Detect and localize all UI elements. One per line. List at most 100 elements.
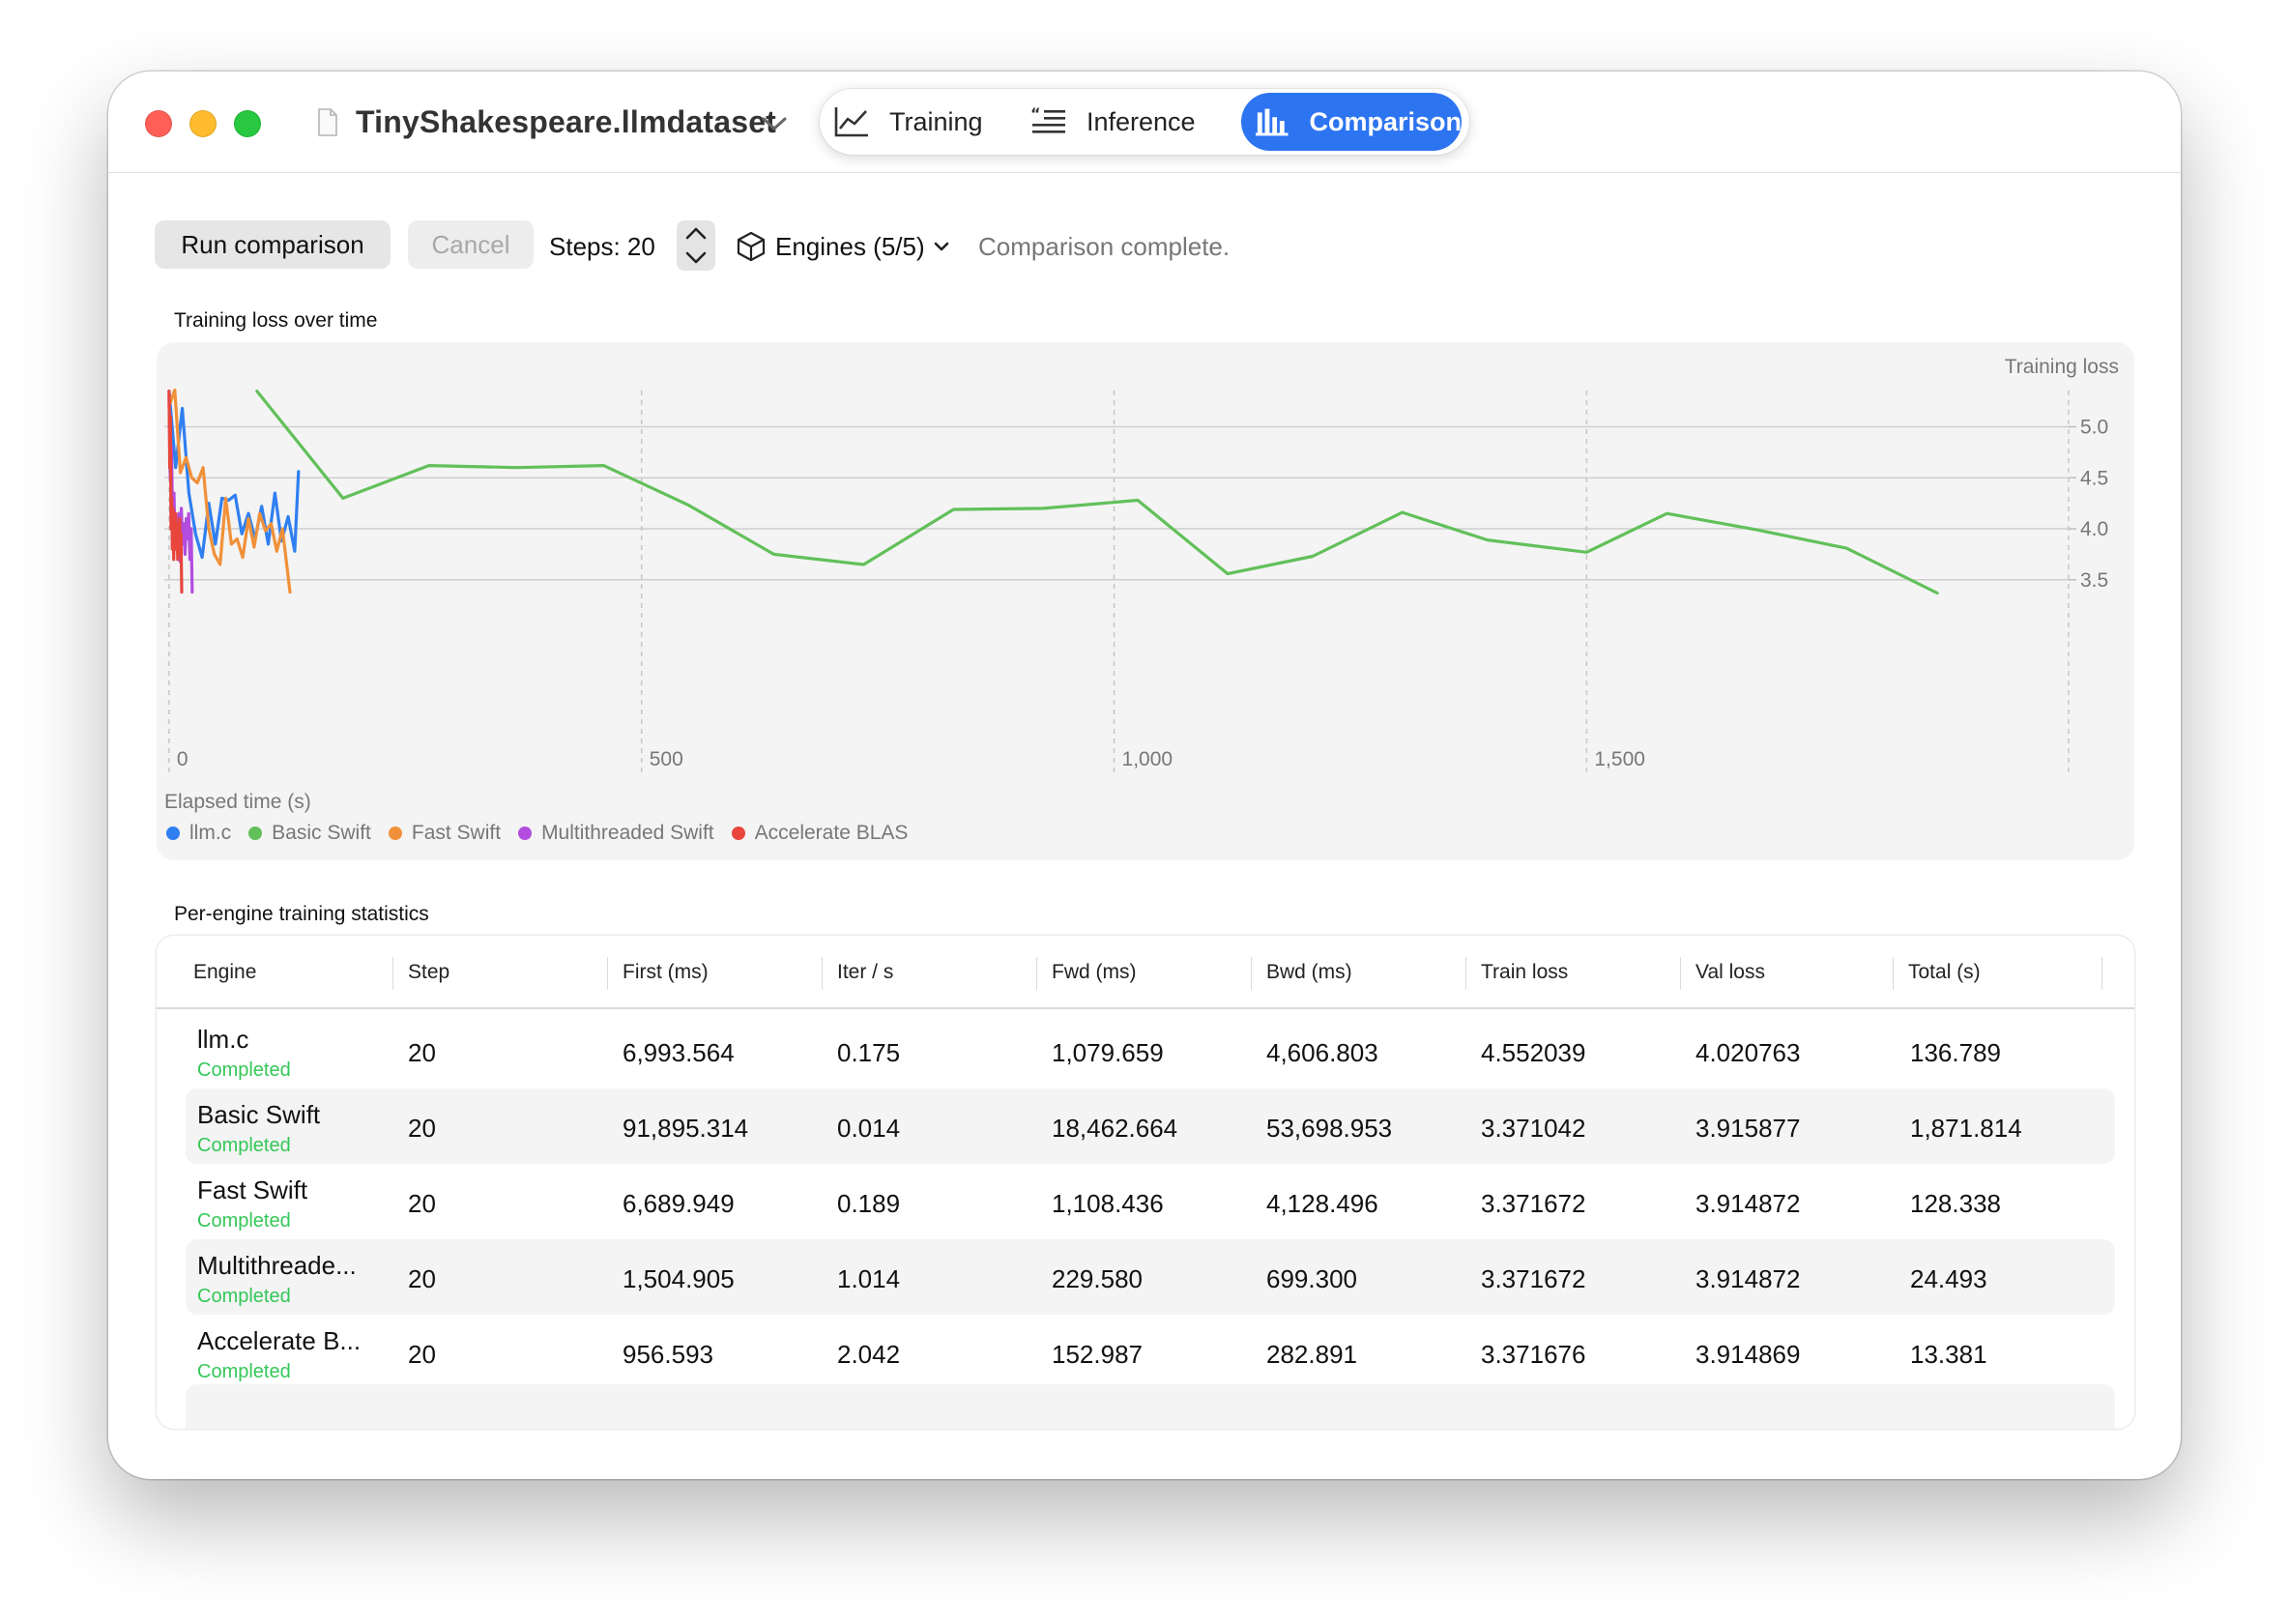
tab-training[interactable]: Training <box>833 93 1017 151</box>
cell-train: 3.371672 <box>1481 1189 1586 1218</box>
column-separator <box>607 957 608 990</box>
engines-menu[interactable]: Engines (5/5) <box>737 230 950 263</box>
table-row[interactable]: Basic Swift Completed 20 91,895.314 0.014 18,… <box>186 1088 2115 1164</box>
engine-status-badge: Completed <box>197 1286 291 1307</box>
engine-name: llm.c <box>197 1025 249 1054</box>
legend-label: Fast Swift <box>411 822 502 844</box>
status-text: Comparison complete. <box>978 232 1231 261</box>
cell-val: 3.915877 <box>1695 1114 1801 1143</box>
series-line-llm-c <box>167 390 301 560</box>
y-tick-label: 3.5 <box>2080 569 2108 592</box>
engine-stats-table: Engine Step First (ms) Iter / s Fwd (ms) Bwd … <box>157 936 2134 1429</box>
x-tick-label: 0 <box>177 748 188 770</box>
legend-swatch <box>166 826 180 840</box>
chevron-down-icon[interactable] <box>760 114 789 133</box>
bar-chart-icon <box>1255 108 1289 136</box>
column-header[interactable]: Bwd (ms) <box>1266 961 1352 983</box>
column-header[interactable]: Train loss <box>1481 961 1569 983</box>
tab-comparison[interactable]: Comparison <box>1241 93 1462 151</box>
cell-first: 91,895.314 <box>623 1114 749 1143</box>
tab-inference-label: Inference <box>1087 106 1196 136</box>
cell-total: 13.381 <box>1910 1340 1987 1369</box>
y-tick-label: 4.0 <box>2080 518 2108 540</box>
cube-icon <box>737 231 766 262</box>
table-section-title: Per-engine training statistics <box>174 903 429 925</box>
column-header[interactable]: Engine <box>193 961 257 983</box>
title-bar: TinyShakespeare.llmdataset Training “ <box>108 72 2181 173</box>
cell-iter: 1.014 <box>837 1264 901 1293</box>
minimize-window-button[interactable] <box>189 110 217 137</box>
column-separator <box>2101 957 2102 990</box>
cell-first: 1,504.905 <box>623 1264 735 1293</box>
engines-menu-label: Engines (5/5) <box>775 231 925 261</box>
series-line-basic-swift <box>255 390 1939 595</box>
stepper-arrows-icon <box>685 227 707 264</box>
column-separator <box>1251 957 1252 990</box>
cell-train: 3.371672 <box>1481 1264 1586 1293</box>
steps-label: Steps: 20 <box>549 232 655 261</box>
legend-item: llm.c <box>166 822 231 845</box>
steps-stepper[interactable] <box>677 220 715 271</box>
y-axis-title: Training loss <box>2005 356 2119 378</box>
cell-bwd: 53,698.953 <box>1266 1114 1393 1143</box>
cell-iter: 0.189 <box>837 1189 901 1218</box>
cell-train: 3.371042 <box>1481 1114 1586 1143</box>
column-header[interactable]: Total (s) <box>1908 961 1981 983</box>
cell-val: 3.914872 <box>1695 1189 1801 1218</box>
cell-fwd: 229.580 <box>1052 1264 1143 1293</box>
y-tick-label: 4.5 <box>2080 467 2108 489</box>
legend-label: Accelerate BLAS <box>754 822 909 844</box>
cell-total: 128.338 <box>1910 1189 2001 1218</box>
tab-training-label: Training <box>889 106 983 136</box>
column-separator <box>822 957 823 990</box>
tab-inference[interactable]: “ Inference <box>1030 93 1220 151</box>
legend-swatch <box>248 826 263 840</box>
close-window-button[interactable] <box>145 110 172 137</box>
training-loss-chart: 3.5 4.0 4.5 5.0 0 500 1,000 1,500 Training loss… <box>157 342 2134 860</box>
table-row[interactable]: Fast Swift Completed 20 6,689.949 0.189 1,108… <box>186 1164 2115 1239</box>
column-header[interactable]: First (ms) <box>623 961 709 983</box>
column-header[interactable]: Iter / s <box>837 961 894 983</box>
legend-swatch <box>731 826 745 840</box>
document-title[interactable]: TinyShakespeare.llmdataset <box>356 104 777 139</box>
legend-item: Basic Swift <box>248 822 371 845</box>
legend-label: Multithreaded Swift <box>541 822 714 844</box>
engine-status-badge: Completed <box>197 1135 291 1156</box>
zoom-window-button[interactable] <box>234 110 261 137</box>
tab-comparison-label: Comparison <box>1309 106 1462 136</box>
legend-swatch <box>518 826 533 840</box>
cell-val: 3.914872 <box>1695 1264 1801 1293</box>
cell-bwd: 4,606.803 <box>1266 1038 1378 1067</box>
column-header[interactable]: Step <box>408 961 450 983</box>
cell-fwd: 152.987 <box>1052 1340 1143 1369</box>
column-separator <box>392 957 393 990</box>
chart-legend: llm.c Basic Swift Fast Swift Multithreaded … <box>166 822 925 845</box>
series-line-accelerate-blas <box>167 390 184 594</box>
cell-step: 20 <box>408 1340 436 1369</box>
table-row[interactable]: llm.c Completed 20 6,993.564 0.175 1,079.659 4… <box>186 1013 2115 1088</box>
cell-step: 20 <box>408 1114 436 1143</box>
x-tick-label: 500 <box>650 748 683 770</box>
cancel-button[interactable]: Cancel <box>408 220 534 269</box>
column-separator <box>1465 957 1466 990</box>
table-row[interactable]: Multithreade... Completed 20 1,504.905 1.014… <box>186 1239 2115 1315</box>
svg-text:“: “ <box>1030 106 1041 123</box>
column-header[interactable]: Fwd (ms) <box>1052 961 1137 983</box>
run-comparison-button[interactable]: Run comparison <box>155 220 391 269</box>
engine-status-badge: Completed <box>197 1210 291 1232</box>
x-tick-label: 1,500 <box>1594 748 1645 770</box>
cell-iter: 0.175 <box>837 1038 901 1067</box>
legend-label: Basic Swift <box>272 822 371 844</box>
column-separator <box>1893 957 1894 990</box>
cell-first: 6,689.949 <box>623 1189 735 1218</box>
engine-name: Accelerate B... <box>197 1326 362 1355</box>
chart-canvas: 3.5 4.0 4.5 5.0 0 500 1,000 1,500 Training loss <box>164 356 2119 775</box>
quote-lines-icon: “ <box>1030 106 1065 133</box>
header-divider <box>157 1007 2134 1009</box>
table-row[interactable]: Accelerate B... Completed 20 956.593 2.042 15… <box>186 1315 2115 1390</box>
cell-bwd: 4,128.496 <box>1266 1189 1378 1218</box>
document-icon <box>318 108 337 136</box>
column-header[interactable]: Val loss <box>1695 961 1765 983</box>
cell-iter: 2.042 <box>837 1340 901 1369</box>
legend-label: llm.c <box>189 822 232 844</box>
